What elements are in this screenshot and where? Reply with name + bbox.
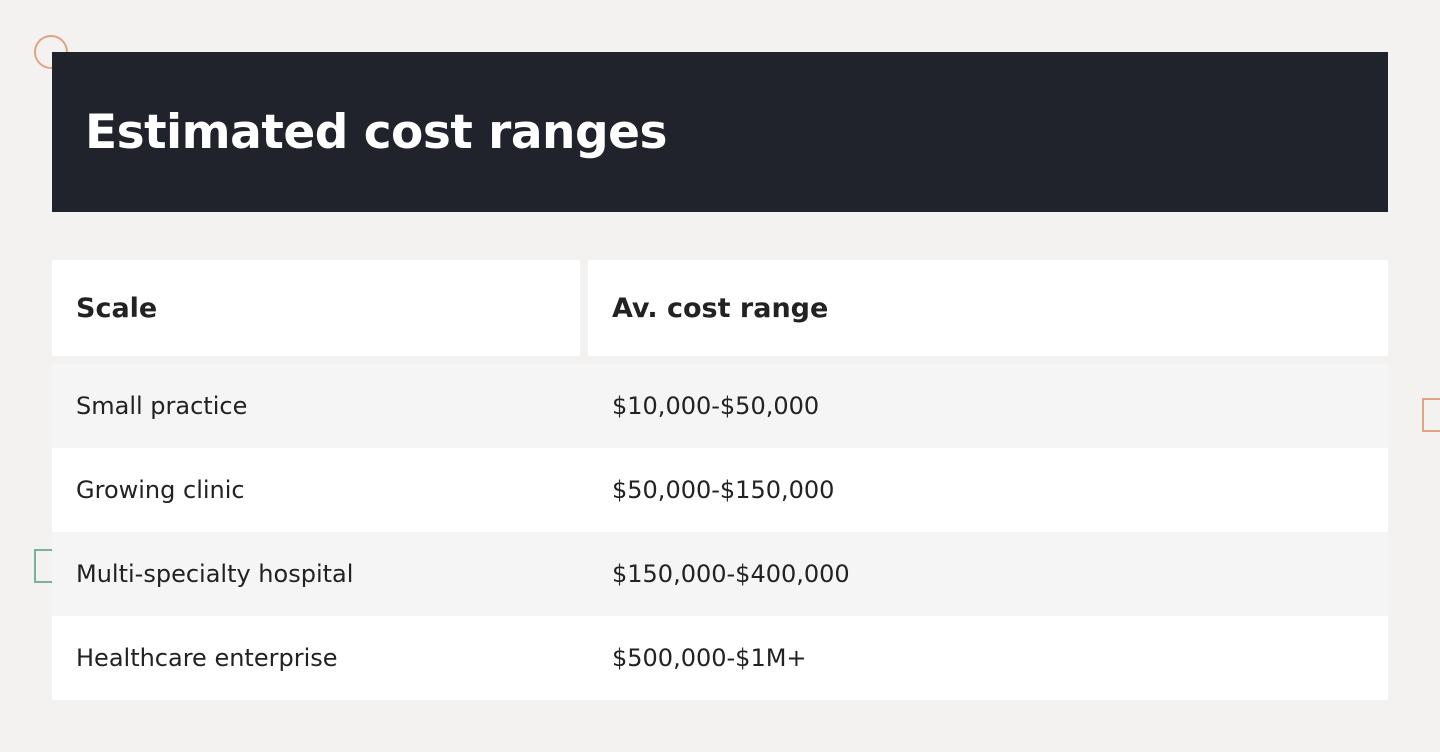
column-header-cost-range: Av. cost range <box>588 260 1388 356</box>
cost-cell: $50,000-$150,000 <box>612 476 835 504</box>
header-spacer <box>52 356 1388 364</box>
table-row: Small practice $10,000-$50,000 <box>52 364 1388 448</box>
table-row: Healthcare enterprise $500,000-$1M+ <box>52 616 1388 700</box>
scale-cell: Small practice <box>76 392 248 420</box>
scale-cell: Healthcare enterprise <box>76 644 338 672</box>
cost-cell: $10,000-$50,000 <box>612 392 820 420</box>
table-row: Growing clinic $50,000-$150,000 <box>52 448 1388 532</box>
page-title: Estimated cost ranges <box>85 104 668 160</box>
title-banner: Estimated cost ranges <box>52 52 1388 212</box>
table-header-row: Scale Av. cost range <box>52 260 1388 356</box>
cost-cell: $500,000-$1M+ <box>612 644 807 672</box>
cost-cell: $150,000-$400,000 <box>612 560 850 588</box>
cost-table: Scale Av. cost range Small practice $10,… <box>52 260 1388 700</box>
table-row: Multi-specialty hospital $150,000-$400,0… <box>52 532 1388 616</box>
scale-cell: Growing clinic <box>76 476 245 504</box>
column-header-scale: Scale <box>52 260 580 356</box>
scale-cell: Multi-specialty hospital <box>76 560 354 588</box>
decorative-square-outline <box>1422 398 1440 432</box>
